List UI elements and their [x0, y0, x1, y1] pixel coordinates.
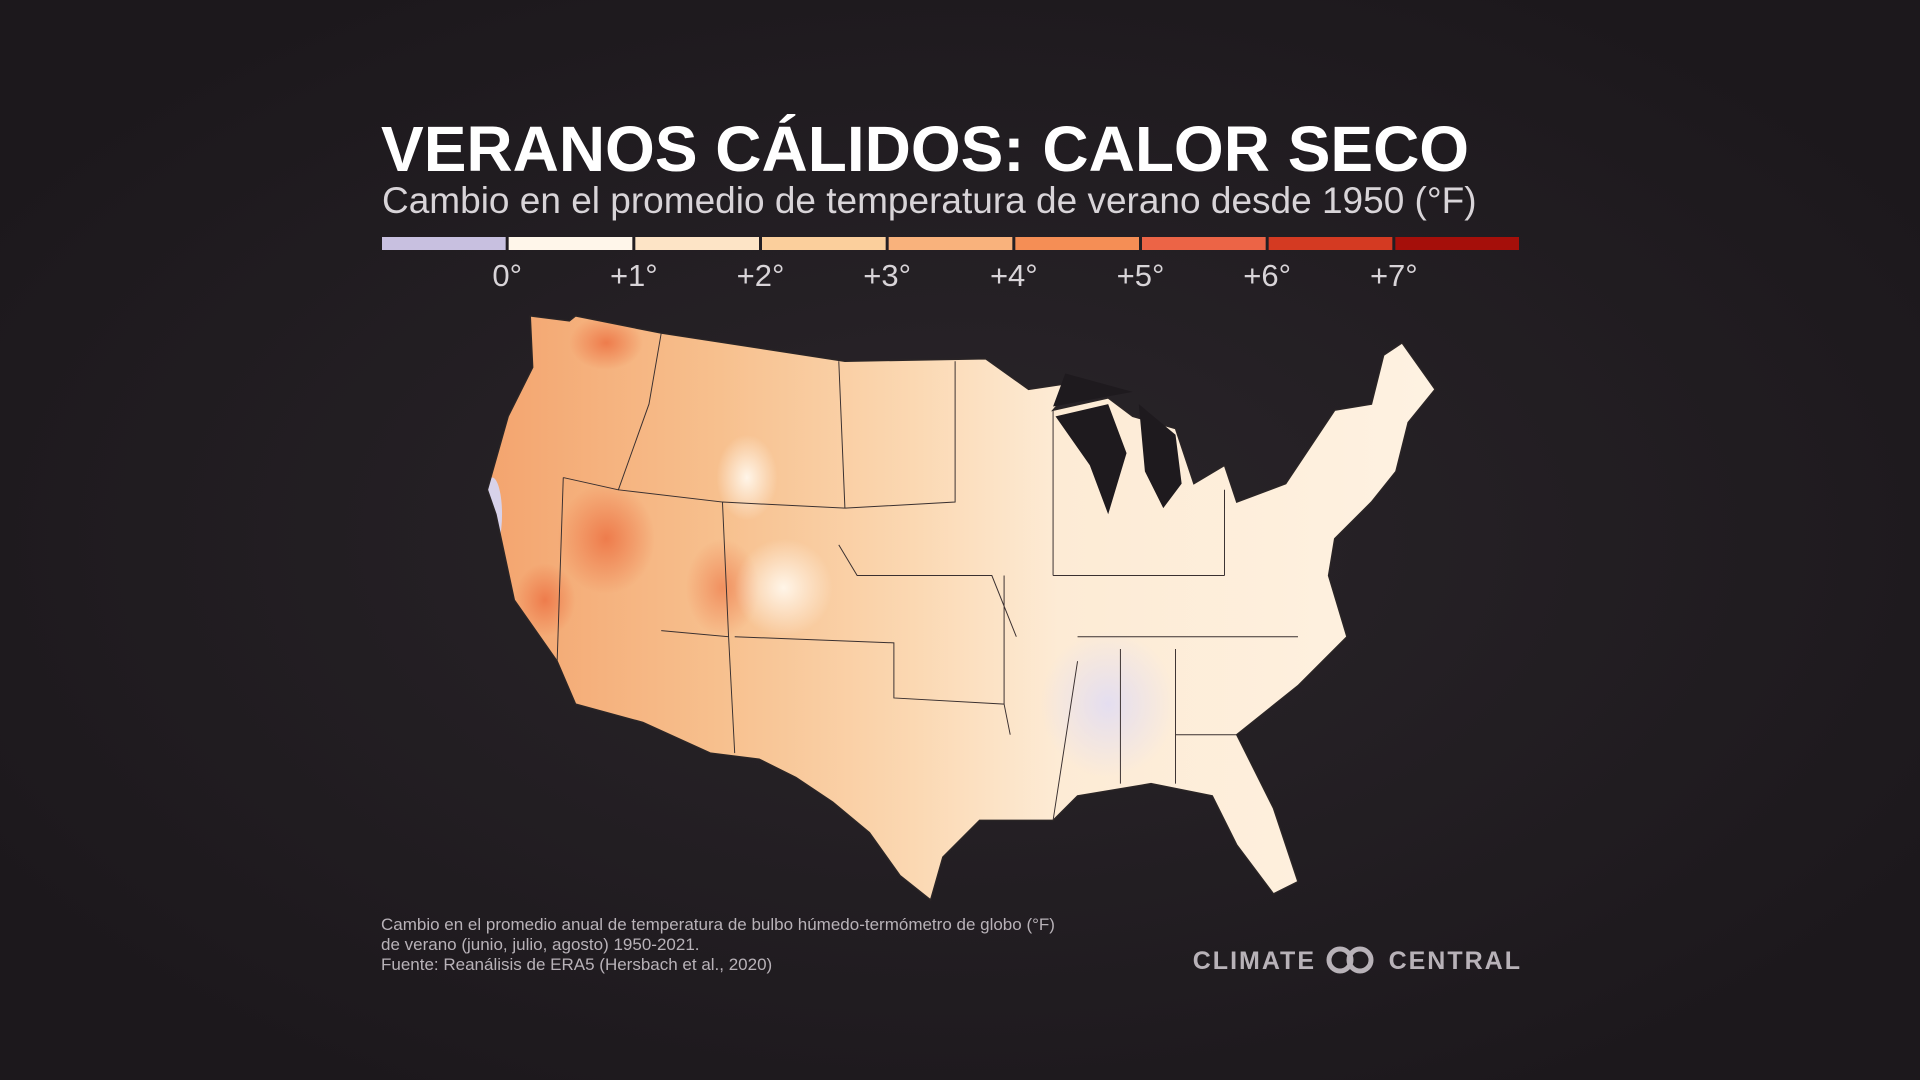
legend-swatch — [888, 237, 1013, 250]
legend-swatch — [635, 237, 759, 250]
logo-text: CENTRAL — [1389, 947, 1522, 975]
mild-area — [734, 538, 833, 637]
mild-area — [716, 434, 778, 521]
legend-label: +7° — [1370, 258, 1418, 293]
state-lines — [556, 332, 1298, 821]
footnote: Cambio en el promedio anual de temperatu… — [381, 915, 1055, 934]
legend-label: +2° — [737, 258, 785, 293]
logo: CLIMATE CENTRAL — [1193, 946, 1522, 975]
legend-swatch — [1268, 237, 1393, 250]
great-lakes — [1053, 373, 1182, 515]
legend-swatch — [762, 237, 886, 250]
legend: 0° +1° +2° +3° +4° +5° +6° +7° — [382, 237, 1519, 293]
legend-label: +6° — [1243, 258, 1291, 293]
hot-area — [557, 483, 656, 594]
hot-area — [685, 538, 760, 637]
cool-area — [1040, 630, 1176, 778]
legend-swatch — [1395, 237, 1519, 250]
logo-icon — [1326, 946, 1374, 974]
footnote: de verano (junio, julio, agosto) 1950-20… — [381, 935, 700, 954]
legend-swatch — [1015, 237, 1139, 250]
legend-swatch — [1142, 237, 1266, 250]
legend-label: +1° — [610, 258, 658, 293]
legend-label: +3° — [863, 258, 911, 293]
footnote: Fuente: Reanálisis de ERA5 (Hersbach et … — [381, 955, 772, 974]
legend-label: +5° — [1117, 258, 1165, 293]
legend-swatch — [382, 237, 506, 250]
title: VERANOS CÁLIDOS: CALOR SECO — [381, 113, 1469, 185]
legend-label: +4° — [990, 258, 1038, 293]
legend-swatch — [508, 237, 633, 250]
hot-area — [569, 315, 643, 370]
subtitle: Cambio en el promedio de temperatura de … — [382, 180, 1477, 221]
logo-text: CLIMATE — [1193, 947, 1316, 975]
legend-label: 0° — [492, 258, 522, 293]
